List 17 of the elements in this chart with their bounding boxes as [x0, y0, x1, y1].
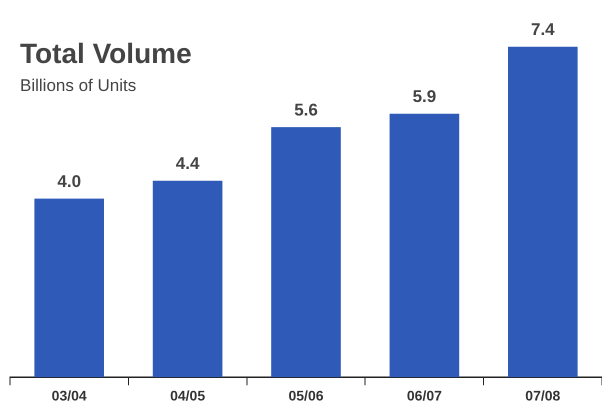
- x-tick-label: 05/06: [288, 387, 324, 404]
- text: Billions of Units: [20, 76, 136, 96]
- bar: [508, 46, 578, 378]
- x-tick-label: 04/05: [170, 387, 206, 404]
- data-label: 7.4: [530, 20, 556, 39]
- x-tick-label: 03/04: [52, 387, 87, 404]
- bar: [152, 180, 222, 378]
- bar: [271, 127, 341, 378]
- data-label: 4.4: [176, 154, 200, 173]
- data-label: 5.6: [294, 100, 318, 120]
- x-tick-label: 06/07: [406, 387, 442, 404]
- data-label: 4.0: [57, 172, 82, 191]
- x-tick-label: 07/08: [525, 387, 561, 404]
- chart-title: Total Volume: [20, 38, 192, 70]
- bar: [390, 114, 460, 378]
- data-label: 5.9: [412, 86, 436, 106]
- bar: [34, 198, 104, 378]
